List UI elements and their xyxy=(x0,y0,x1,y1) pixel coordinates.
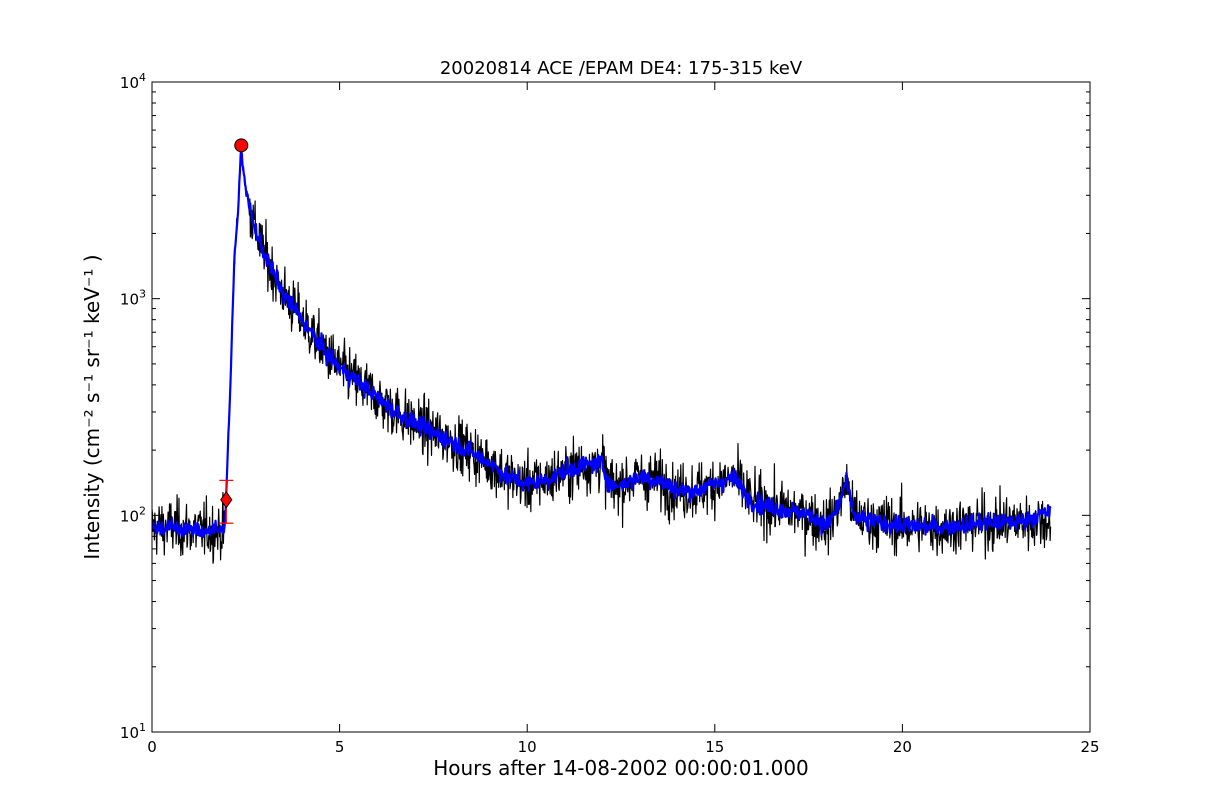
y-tick-label: 104 xyxy=(120,71,146,92)
x-tick-label: 0 xyxy=(147,738,157,756)
y-tick-label: 102 xyxy=(120,504,146,525)
y-tick-label: 101 xyxy=(120,721,146,742)
y-axis-label: Intensity (cm⁻² s⁻¹ sr⁻¹ keV⁻¹ ) xyxy=(80,254,104,559)
x-tick-label: 25 xyxy=(1080,738,1099,756)
x-tick-label: 20 xyxy=(893,738,912,756)
series-line-raw xyxy=(152,150,1052,564)
onset-marker xyxy=(220,490,233,509)
marker-layer xyxy=(219,138,249,524)
x-tick-label: 5 xyxy=(335,738,345,756)
chart-title: 20020814 ACE /EPAM DE4: 175-315 keV xyxy=(440,58,803,79)
x-tick-label: 10 xyxy=(518,738,537,756)
x-tick-label: 15 xyxy=(705,738,724,756)
y-tick-label: 103 xyxy=(120,288,146,309)
series-line-smoothed xyxy=(152,149,1052,538)
peak-marker xyxy=(234,138,249,153)
tick-layer: 0 5 10 15 20 25 101 102 103 104 xyxy=(120,71,1100,756)
x-axis-label: Hours after 14-08-2002 00:00:01.000 xyxy=(433,756,809,780)
plot-frame xyxy=(151,81,1091,733)
series-layer xyxy=(152,149,1052,564)
